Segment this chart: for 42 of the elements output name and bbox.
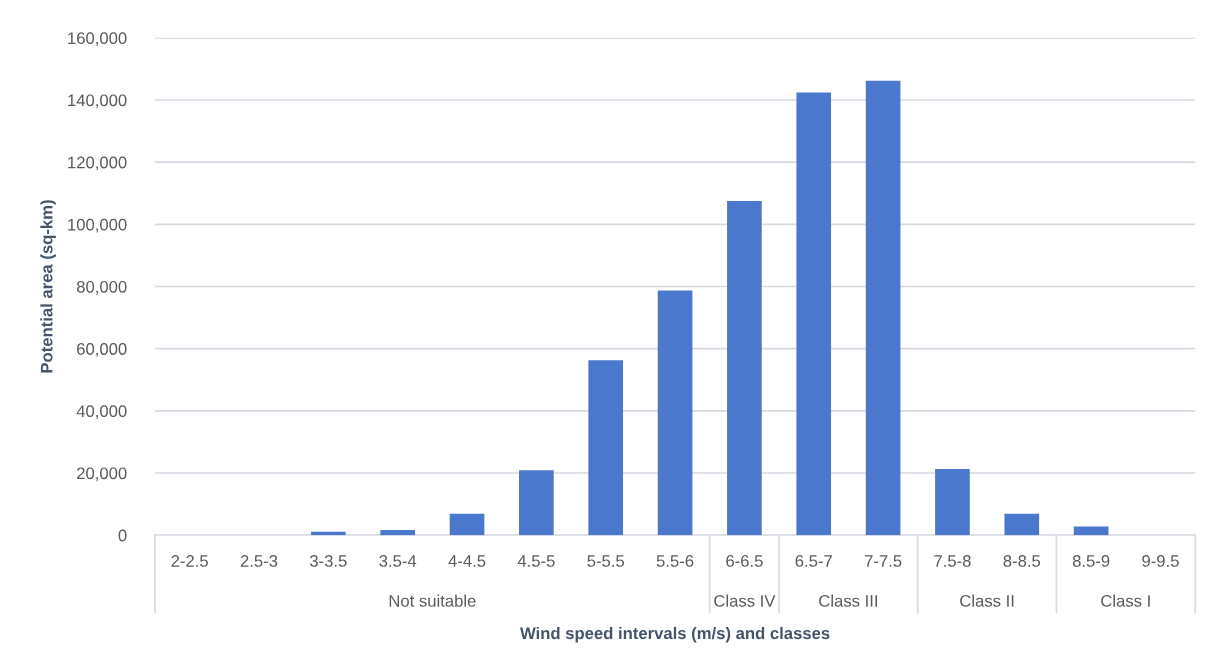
x-axis-title: Wind speed intervals (m/s) and classes <box>520 626 830 643</box>
x-tick-label: 4-4.5 <box>448 555 486 567</box>
x-tick-label: 7.5-8 <box>934 555 971 567</box>
x-tick-label: 5-5.5 <box>587 555 625 567</box>
bar <box>865 80 901 536</box>
y-tick-label: 140,000 <box>68 94 127 109</box>
y-tick-label: 100,000 <box>68 218 127 233</box>
x-tick-label: 8-8.5 <box>1003 555 1041 567</box>
x-tick-label: 7-7.5 <box>864 555 902 567</box>
bar <box>588 360 624 536</box>
bar <box>657 290 693 536</box>
bar <box>380 529 416 536</box>
x-tick-label: 6.5-7 <box>795 555 832 567</box>
y-tick-label: 160,000 <box>68 32 127 47</box>
y-tick-label: 40,000 <box>76 405 127 420</box>
y-tick-label: 0 <box>118 529 127 542</box>
y-tick-label: 60,000 <box>77 343 127 357</box>
x-tick-label: 3-3.5 <box>309 555 347 567</box>
x-tick-label: 2-2.5 <box>171 555 208 567</box>
bar <box>1004 513 1040 536</box>
bar <box>1073 526 1109 536</box>
text: Class IV <box>714 594 776 607</box>
text: Class II <box>960 594 1014 607</box>
x-tick-label: 4.5-5 <box>517 555 555 567</box>
x-tick-label: 9-9.5 <box>1142 555 1179 567</box>
text: Class I <box>1101 594 1150 607</box>
x-tick-label: 3.5-4 <box>379 555 417 567</box>
y-tick-label: 80,000 <box>76 280 127 295</box>
bar <box>796 92 832 536</box>
bar <box>727 201 762 536</box>
x-tick-label: 8.5-9 <box>1072 555 1110 567</box>
x-tick-label: 6-6.5 <box>726 555 763 567</box>
x-tick-label: 5.5-6 <box>656 555 694 567</box>
bar <box>449 513 485 536</box>
y-tick-label: 120,000 <box>68 156 127 171</box>
text: Not suitable <box>389 594 476 607</box>
y-axis-title: Potential area (sq-km) <box>40 200 56 373</box>
x-tick-label: 2.5-3 <box>240 555 278 567</box>
text: Class III <box>819 594 877 607</box>
y-tick-label: 20,000 <box>77 467 127 482</box>
bar <box>519 470 554 536</box>
bar <box>935 468 970 536</box>
